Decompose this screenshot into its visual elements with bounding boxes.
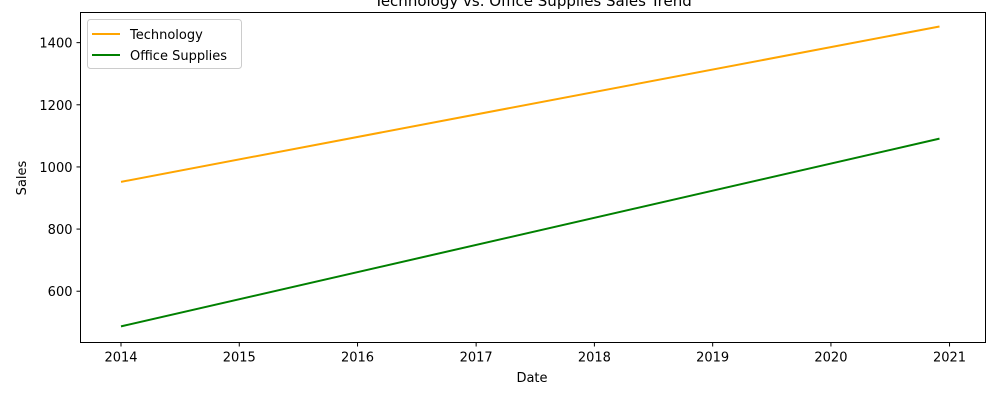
y-tick-label: 1200	[39, 99, 72, 114]
y-tick-label: 800	[48, 223, 73, 238]
x-tick-label: 2017	[460, 351, 493, 366]
chart-title: Technology vs. Office Supplies Sales Tre…	[373, 0, 692, 10]
y-tick-label: 1000	[39, 161, 72, 176]
legend-box	[87, 19, 242, 69]
x-tick-label: 2016	[341, 351, 374, 366]
y-tick-label: 1400	[39, 37, 72, 52]
x-tick-label: 2018	[578, 351, 611, 366]
legend: Technology Office Supplies	[87, 19, 242, 69]
series-line-technology	[120, 25, 940, 183]
legend-label-technology: Technology	[129, 28, 203, 43]
x-tick-label: 2015	[223, 351, 256, 366]
axes-frame	[80, 12, 986, 343]
x-axis-label: Date	[516, 371, 547, 386]
series-line-office-supplies	[120, 137, 940, 328]
legend-label-office-supplies: Office Supplies	[130, 49, 227, 64]
x-axis: 2014 2015 2016 2017 2018 2019 2020 2021	[104, 342, 966, 366]
x-tick-label: 2014	[104, 351, 137, 366]
y-tick-label: 600	[48, 285, 73, 300]
x-tick-label: 2020	[814, 351, 847, 366]
x-tick-label: 2021	[933, 351, 966, 366]
y-axis-label: Sales	[15, 160, 30, 195]
y-axis: 600 800 1000 1200 1400	[39, 37, 81, 300]
x-tick-label: 2019	[696, 351, 729, 366]
plot-area	[120, 25, 940, 328]
